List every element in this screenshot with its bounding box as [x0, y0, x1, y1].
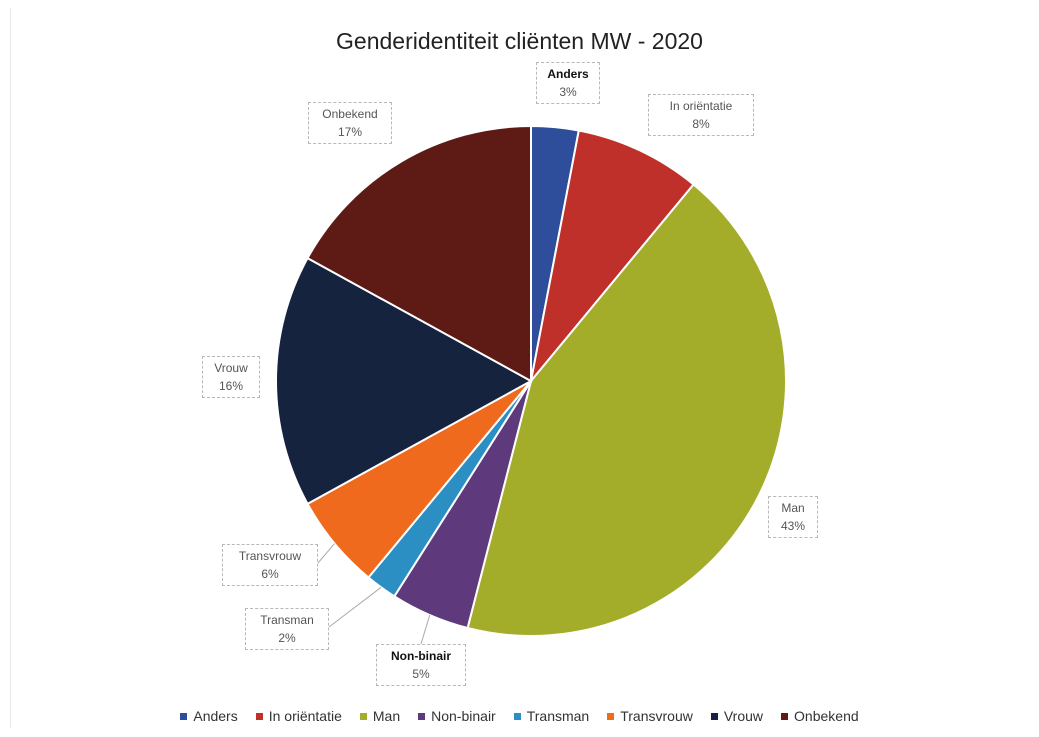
- data-label-percentage: 6%: [261, 567, 279, 581]
- legend-swatch: [418, 712, 426, 720]
- legend-label: Anders: [193, 708, 238, 724]
- chart-frame: [10, 8, 1029, 728]
- data-label-category: Onbekend: [322, 107, 378, 121]
- legend-swatch: [359, 712, 367, 720]
- legend-label: Man: [372, 708, 401, 724]
- legend-item-transman: Transman: [513, 708, 590, 724]
- leader-line-non-binair: [420, 614, 431, 645]
- slice-vrouw: [275, 256, 534, 506]
- slice-in-orientatie: [530, 129, 695, 382]
- data-label-category: Non-binair: [391, 649, 451, 663]
- legend-swatch: [710, 712, 718, 720]
- data-label-category: Transman: [260, 613, 314, 627]
- legend: Anders In oriëntatie Man Non-binair Transman…: [0, 708, 1039, 724]
- slice-onbekend: [306, 124, 532, 383]
- data-label-transvrouw: Transvrouw 6%: [222, 544, 318, 586]
- data-label-percentage: 5%: [412, 667, 430, 681]
- legend-label: Transman: [526, 708, 590, 724]
- legend-item-non-binair: Non-binair: [418, 708, 496, 724]
- data-label-category: In oriëntatie: [669, 99, 733, 113]
- legend-label: Non-binair: [431, 708, 496, 724]
- legend-swatch: [781, 712, 789, 720]
- legend-swatch: [513, 712, 521, 720]
- legend-item-transvrouw: Transvrouw: [607, 708, 693, 724]
- data-label-category: Man: [781, 501, 805, 515]
- legend-item-man: Man: [359, 708, 401, 724]
- data-label-percentage: 17%: [337, 125, 363, 139]
- data-label-percentage: 3%: [559, 85, 577, 99]
- legend-swatch: [180, 712, 188, 720]
- legend-item-onbekend: Onbekend: [781, 708, 859, 724]
- legend-label: Transvrouw: [620, 708, 693, 724]
- data-label-percentage: 8%: [692, 117, 710, 131]
- data-label-onbekend: Onbekend 17%: [308, 102, 392, 144]
- legend-label: In oriëntatie: [268, 708, 342, 724]
- legend-item-in-orientatie: In oriëntatie: [255, 708, 342, 724]
- legend-item-vrouw: Vrouw: [710, 708, 764, 724]
- data-label-category: Transvrouw: [238, 549, 302, 563]
- data-label-percentage: 16%: [218, 379, 244, 393]
- slice-man: [466, 183, 787, 637]
- data-label-transman: Transman 2%: [245, 608, 329, 650]
- leader-line-transvrouw: [317, 543, 335, 564]
- legend-item-anders: Anders: [180, 708, 238, 724]
- data-label-percentage: 43%: [780, 519, 806, 533]
- data-label-percentage: 2%: [278, 631, 296, 645]
- leader-line-transman: [328, 586, 382, 628]
- data-label-in-orientatie: In oriëntatie 8%: [648, 94, 754, 136]
- legend-swatch: [607, 712, 615, 720]
- data-label-category: Anders: [547, 67, 589, 81]
- legend-label: Vrouw: [723, 708, 764, 724]
- legend-swatch: [255, 712, 263, 720]
- legend-label: Onbekend: [794, 708, 859, 724]
- chart-title: Genderidentiteit cliënten MW - 2020: [336, 28, 703, 54]
- data-label-vrouw: Vrouw 16%: [202, 356, 260, 398]
- data-label-anders: Anders 3%: [536, 62, 600, 104]
- data-label-category: Vrouw: [214, 361, 248, 375]
- data-label-non-binair: Non-binair 5%: [376, 644, 466, 686]
- data-label-man: Man 43%: [768, 496, 818, 538]
